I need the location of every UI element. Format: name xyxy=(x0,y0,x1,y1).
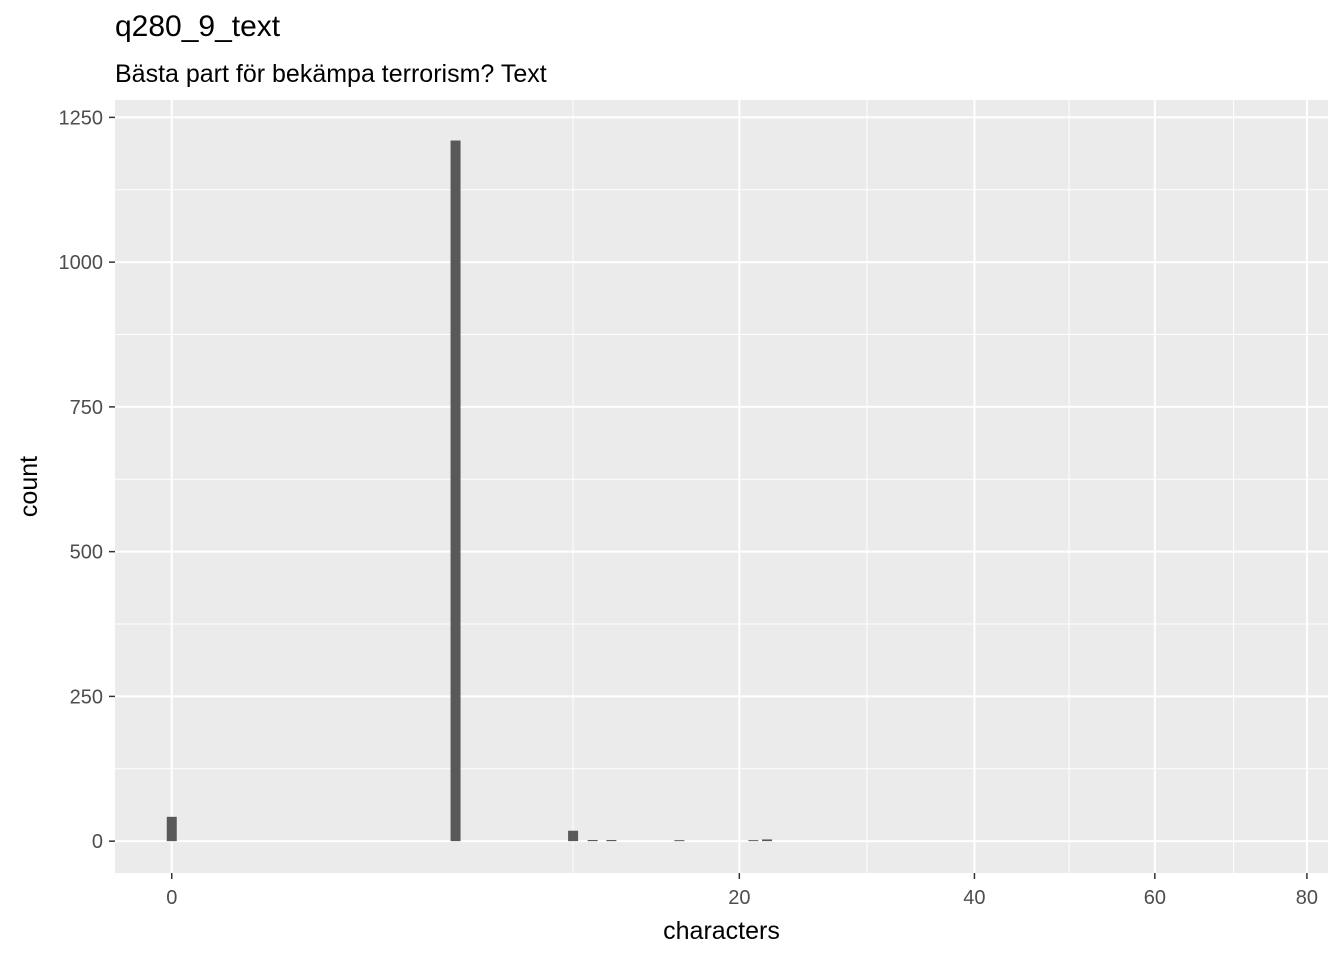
x-tick-label: 60 xyxy=(1144,887,1166,909)
y-axis-title: count xyxy=(15,456,43,517)
y-tick-label: 500 xyxy=(70,542,103,564)
histogram-bar xyxy=(762,839,773,842)
histogram-bar xyxy=(606,839,617,842)
x-tick-label: 0 xyxy=(166,887,177,909)
histogram-bar xyxy=(166,816,177,842)
chart-title: q280_9_text xyxy=(115,10,281,43)
x-tick-label: 20 xyxy=(728,887,750,909)
major-gridlines xyxy=(115,100,1328,873)
histogram-bar xyxy=(568,830,579,842)
x-tick-label: 40 xyxy=(963,887,985,909)
x-axis-title: characters xyxy=(663,917,780,945)
histogram-bar xyxy=(674,840,685,842)
plot-panel xyxy=(115,100,1328,873)
histogram-bar xyxy=(748,840,759,842)
histogram-bar xyxy=(450,140,461,842)
y-tick-label: 1000 xyxy=(59,252,104,274)
axes: 0 250 500 750 1000 1250 0 20 40 60 80 xyxy=(59,107,1319,909)
y-tick-label: 250 xyxy=(70,686,103,708)
histogram-bar xyxy=(587,839,598,842)
minor-gridlines xyxy=(115,100,1328,873)
y-tick-label: 750 xyxy=(70,397,103,419)
bars xyxy=(166,140,773,842)
chart-subtitle: Bästa part för bekämpa terrorism? Text xyxy=(115,60,547,88)
y-tick-label: 0 xyxy=(92,831,103,853)
x-tick-label: 80 xyxy=(1296,887,1318,909)
y-tick-label: 1250 xyxy=(59,107,104,129)
